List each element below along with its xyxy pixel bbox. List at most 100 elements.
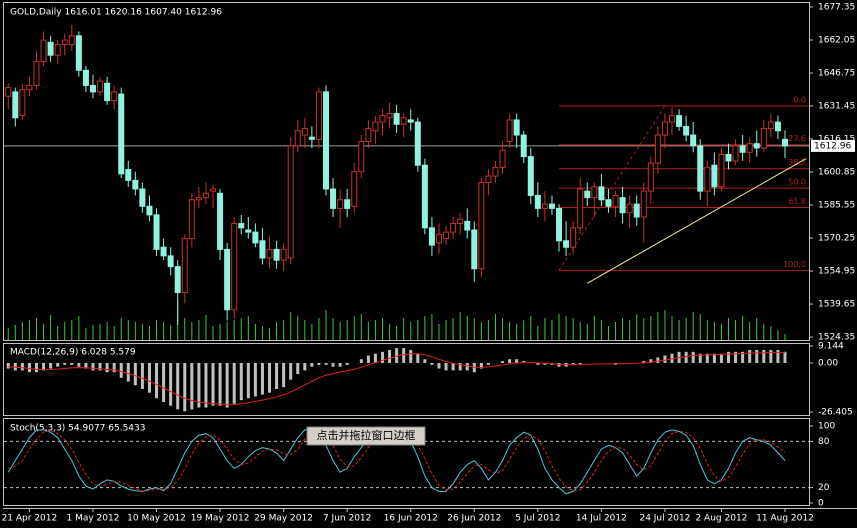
macd-bar	[380, 351, 384, 363]
candle-body	[61, 39, 68, 45]
x-tick-label: 11 Aug 2012	[756, 514, 814, 524]
macd-bar	[42, 362, 46, 371]
macd-bar	[239, 362, 243, 401]
last-price-label: 1612.96	[814, 141, 851, 151]
candle-body	[5, 87, 12, 97]
candle-body	[315, 91, 322, 140]
macd-pane	[3, 343, 810, 416]
macd-bar	[423, 359, 427, 363]
candle-body	[125, 169, 132, 181]
candle-body	[75, 35, 82, 71]
macd-bar	[13, 362, 17, 371]
candle-body	[167, 255, 174, 268]
y-tick-label: 1585.55	[818, 201, 855, 211]
candle-body	[450, 222, 457, 233]
fibo-label: 23.6	[788, 134, 806, 143]
y-tick-label: 0	[818, 499, 824, 509]
candle-body	[132, 179, 139, 190]
macd-bar	[755, 349, 759, 363]
macd-bar	[684, 351, 688, 363]
candle-body	[591, 186, 598, 199]
macd-bar	[49, 362, 53, 369]
macd-bar	[444, 362, 448, 371]
macd-bar	[479, 362, 483, 369]
candle-body	[294, 130, 301, 147]
macd-bar	[536, 362, 540, 365]
x-tick-label: 16 Jun 2012	[384, 514, 438, 524]
macd-bar	[169, 362, 173, 406]
macd-bar	[748, 349, 752, 363]
candle-body	[181, 238, 188, 294]
y-tick-label: 1616.15	[818, 135, 855, 145]
candle-body	[492, 166, 499, 177]
candle-body	[202, 192, 209, 199]
x-tick-label: 19 May 2012	[191, 514, 250, 524]
y-tick-label: 1677.35	[818, 2, 855, 12]
candle-body	[421, 164, 428, 229]
candle-body	[358, 141, 365, 173]
macd-bar	[719, 353, 723, 363]
candle-body	[139, 188, 146, 207]
macd-bar	[190, 362, 194, 410]
macd-bar	[571, 362, 575, 365]
x-tick-label: 21 Apr 2012	[2, 514, 58, 524]
candle-body	[654, 134, 661, 164]
candle-body	[365, 128, 372, 143]
macd-bar	[289, 362, 293, 380]
macd-bar	[119, 362, 123, 378]
candle-body	[40, 39, 47, 63]
candle-body	[584, 190, 591, 199]
macd-bar	[508, 359, 512, 363]
candle-body	[252, 231, 259, 244]
candle-body	[619, 197, 626, 214]
candle-body	[280, 248, 287, 261]
y-tick-label: 1570.25	[818, 234, 855, 244]
candle-body	[104, 82, 111, 102]
candle-body	[337, 199, 344, 209]
candle-body	[478, 182, 485, 270]
candle-body	[273, 248, 280, 261]
chart-title: GOLD,Daily 1616.01 1620.16 1607.40 1612.…	[10, 8, 222, 18]
fibo-label: 50.0	[788, 178, 806, 187]
candle-body	[210, 188, 217, 192]
candle-body	[534, 194, 541, 209]
y-tick-label: 80	[818, 437, 830, 447]
y-tick-label: 1662.05	[818, 36, 855, 46]
candle-body	[556, 207, 563, 242]
macd-bar	[324, 362, 328, 365]
candle-body	[245, 229, 252, 233]
macd-bar	[91, 362, 95, 371]
macd-bar	[296, 362, 300, 375]
candle-body	[287, 145, 294, 259]
macd-bar	[147, 362, 151, 393]
candle-body	[400, 117, 407, 125]
macd-bar	[126, 362, 130, 382]
macd-bar	[77, 362, 81, 367]
candle-body	[520, 134, 527, 158]
candle-body	[457, 218, 464, 224]
macd-bar	[734, 351, 738, 363]
macd-bar	[402, 348, 406, 363]
y-tick-label: 1524.35	[818, 333, 855, 343]
macd-bar	[303, 362, 307, 371]
macd-bar	[769, 349, 773, 363]
fibo-label: 38.2	[788, 158, 806, 167]
macd-bar	[98, 362, 102, 371]
candle-body	[407, 119, 414, 123]
candle-body	[379, 115, 386, 123]
candle-body	[33, 61, 40, 86]
macd-bar	[133, 362, 137, 386]
macd-bar	[663, 355, 667, 363]
x-tick-label: 1 May 2012	[66, 514, 119, 524]
candle-body	[68, 35, 75, 45]
macd-bar	[712, 353, 716, 363]
candle-body	[464, 220, 471, 231]
candle-body	[774, 121, 781, 132]
macd-bar	[84, 362, 88, 369]
macd-title: MACD(12,26,9) 6.028 5.579	[10, 348, 136, 358]
candle-body	[661, 121, 668, 136]
candle-body	[647, 162, 654, 192]
candle-body	[89, 84, 96, 93]
stoch-pane	[3, 418, 810, 506]
